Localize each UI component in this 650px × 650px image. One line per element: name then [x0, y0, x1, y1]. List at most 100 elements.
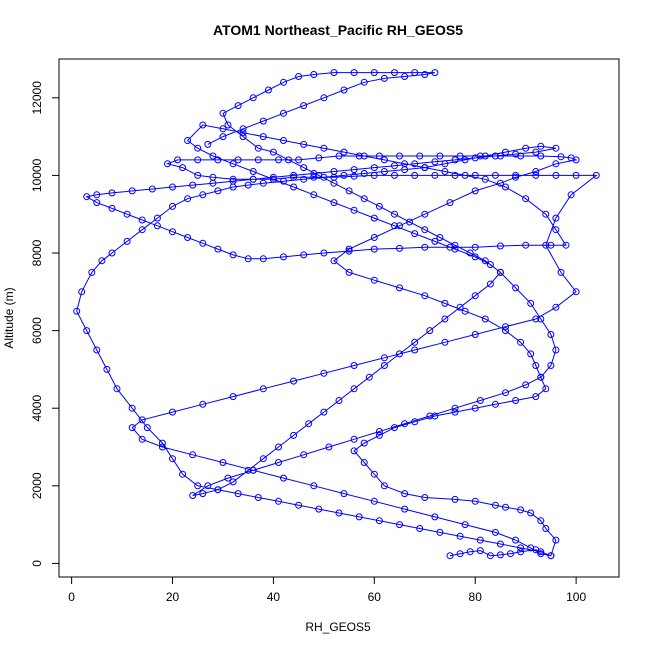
data-point — [93, 346, 101, 354]
data-point — [214, 187, 222, 195]
data-point — [158, 443, 166, 451]
data-point — [542, 385, 550, 393]
data-point — [269, 173, 277, 181]
data-point — [522, 381, 530, 389]
data-point — [456, 303, 464, 311]
data-point — [426, 412, 434, 420]
data-point — [184, 195, 192, 203]
data-point — [123, 237, 131, 245]
data-point — [471, 171, 479, 179]
data-point — [229, 177, 237, 185]
data-point — [461, 307, 469, 315]
data-point — [532, 393, 540, 401]
data-point — [451, 156, 459, 164]
data-point — [350, 172, 358, 180]
data-point — [370, 276, 378, 284]
data-point — [214, 156, 222, 164]
data-point — [320, 144, 328, 152]
data-point — [194, 156, 202, 164]
data-point — [330, 69, 338, 77]
data-point — [567, 154, 575, 162]
data-point — [481, 257, 489, 265]
data-point — [396, 350, 403, 358]
data-point — [557, 153, 565, 161]
data-point — [199, 121, 207, 129]
data-point — [345, 187, 353, 195]
data-point — [350, 166, 358, 174]
data-point — [502, 148, 509, 156]
data-point — [164, 160, 171, 168]
data-point — [300, 251, 308, 259]
data-point — [537, 548, 545, 556]
x-tick-label: 100 — [566, 590, 586, 604]
x-tick-label: 40 — [267, 590, 281, 604]
data-point — [229, 393, 237, 401]
data-point — [360, 439, 368, 447]
data-point — [143, 424, 151, 432]
data-point — [199, 400, 207, 408]
data-point — [320, 369, 328, 377]
data-point — [527, 509, 535, 517]
data-point — [169, 228, 176, 236]
data-point — [239, 125, 247, 133]
chart-title: ATOM1 Northeast_Pacific RH_GEOS5 — [213, 22, 463, 38]
data-point — [259, 255, 267, 263]
data-point — [451, 241, 459, 249]
data-point — [219, 109, 227, 117]
data-point — [199, 191, 207, 199]
data-point — [380, 74, 388, 82]
data-point — [446, 199, 454, 207]
data-point — [522, 195, 530, 203]
data-point — [295, 73, 303, 80]
data-point — [138, 416, 146, 424]
data-point — [204, 140, 212, 148]
data-point — [552, 171, 560, 179]
data-point — [411, 346, 419, 354]
data-point — [88, 268, 96, 276]
x-axis-label: RH_GEOS5 — [305, 620, 371, 634]
data-point — [194, 171, 202, 179]
data-point — [184, 234, 192, 241]
data-point — [305, 420, 313, 428]
data-point — [108, 249, 116, 257]
data-point — [360, 195, 368, 203]
data-point — [441, 299, 449, 307]
data-point — [259, 385, 267, 393]
data-point — [350, 362, 358, 369]
data-point — [401, 73, 409, 80]
data-point — [502, 323, 509, 331]
data-point — [234, 490, 242, 498]
data-point — [527, 350, 535, 358]
data-point — [93, 199, 101, 207]
y-tick-label: 6000 — [30, 317, 44, 344]
data-point — [456, 152, 464, 160]
data-point — [158, 439, 166, 447]
data-point — [280, 177, 287, 185]
data-point — [320, 408, 328, 416]
data-point — [391, 424, 398, 432]
data-point — [290, 171, 298, 179]
data-point — [451, 245, 459, 253]
data-point — [244, 181, 252, 189]
data-point — [370, 171, 378, 179]
x-tick-label: 20 — [166, 590, 180, 604]
data-point — [421, 71, 429, 78]
data-point — [229, 478, 237, 486]
data-point — [350, 385, 358, 393]
data-point — [441, 338, 449, 346]
data-point — [380, 482, 388, 490]
data-point — [295, 501, 303, 509]
data-point — [103, 365, 111, 373]
data-point — [355, 513, 363, 521]
data-point — [411, 69, 419, 77]
plot-frame — [58, 58, 620, 578]
data-point — [552, 214, 560, 222]
data-point — [300, 102, 308, 110]
data-point — [300, 164, 308, 172]
data-point — [537, 315, 545, 323]
data-point — [315, 171, 323, 179]
data-point — [552, 144, 560, 152]
data-point — [138, 216, 146, 224]
data-point — [199, 490, 207, 498]
data-point — [370, 214, 378, 222]
